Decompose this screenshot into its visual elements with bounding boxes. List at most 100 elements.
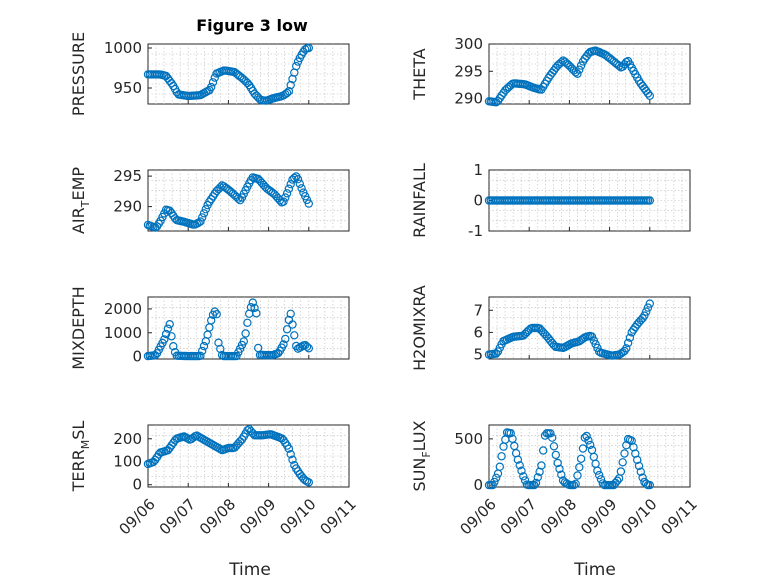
data-point <box>557 58 566 67</box>
data-point <box>640 311 649 320</box>
x-axis-label-right: Time <box>573 560 616 580</box>
data-point <box>246 303 256 312</box>
data-point <box>569 480 579 490</box>
y-tick-label: 2000 <box>104 300 142 318</box>
data-point <box>625 333 635 342</box>
data-point <box>290 331 299 340</box>
data-point <box>573 69 582 79</box>
data-point <box>576 454 586 463</box>
y-tick-label: 7 <box>473 301 483 319</box>
data-point <box>206 82 216 92</box>
data-point <box>636 467 646 476</box>
y-tick-label: 5 <box>473 346 483 364</box>
axes-box <box>147 43 350 105</box>
data-point <box>613 476 622 485</box>
data-point <box>297 184 306 193</box>
data-point <box>643 303 653 312</box>
data-point <box>304 199 313 208</box>
data-point <box>199 209 209 218</box>
data-point <box>531 478 541 488</box>
y-tick-label: 0 <box>473 192 483 210</box>
data-point <box>163 324 173 333</box>
data-point <box>286 80 295 90</box>
data-point <box>490 477 499 487</box>
data-point <box>243 318 252 327</box>
y-tick-label: 0 <box>473 476 483 494</box>
x-tick-label: 09/06 <box>457 495 500 538</box>
data-point <box>286 450 295 459</box>
data-point <box>497 452 506 461</box>
data-point <box>645 480 655 490</box>
data-point <box>282 88 292 98</box>
data-point <box>530 480 539 490</box>
y-tick-label: 290 <box>113 198 142 216</box>
y-axis-label: AIRTEMP <box>69 167 92 234</box>
data-point <box>643 89 653 98</box>
data-point <box>587 332 597 341</box>
data-point <box>642 479 651 488</box>
panel-h2omixra: 5 6 7 H2OMIXRA <box>410 285 691 371</box>
data-point <box>555 464 564 474</box>
data-point <box>199 341 209 351</box>
data-point <box>492 473 501 482</box>
data-point <box>620 449 629 458</box>
data-point <box>196 351 205 360</box>
data-point <box>495 462 504 471</box>
data-point <box>573 471 582 480</box>
data-point <box>537 461 546 470</box>
data-point <box>517 466 526 475</box>
y-tick-label: -1 <box>468 222 483 240</box>
data-point <box>161 329 171 339</box>
y-tick-label: 0 <box>132 348 142 366</box>
y-tick-label: 295 <box>113 167 142 185</box>
data-point <box>288 320 297 329</box>
y-axis-label: THETA <box>410 48 429 100</box>
panel-theta: 290 295 300 THETA <box>410 35 691 108</box>
y-tick-label: 950 <box>113 79 142 97</box>
data-point <box>284 86 294 96</box>
y-axis-label: PRESSURE <box>69 32 88 116</box>
y-tick-label: 1000 <box>104 39 142 57</box>
data-point <box>169 342 178 351</box>
data-point <box>279 197 288 206</box>
panel-mixdepth: 0 1000 2000 MIXDEPTH <box>69 286 350 370</box>
panel-rainfall: -1 0 1 RAINFALL <box>410 161 691 240</box>
data-point <box>645 91 655 101</box>
x-tick-label: 09/11 <box>658 495 701 538</box>
y-tick-label: 200 <box>113 430 142 448</box>
data-point <box>165 320 174 329</box>
x-tick-label: 09/08 <box>196 495 239 538</box>
y-axis-label: H2OMIXRA <box>410 285 429 371</box>
data-point <box>167 332 176 341</box>
data-point <box>248 298 257 307</box>
data-point <box>252 309 261 318</box>
data-point <box>578 444 588 453</box>
axes-box <box>488 169 691 232</box>
data-point <box>206 316 216 325</box>
data-point <box>302 342 312 351</box>
data-point <box>584 436 593 445</box>
data-point <box>284 444 294 453</box>
data-point <box>575 65 584 74</box>
data-point <box>645 196 655 205</box>
data-point <box>183 434 192 443</box>
x-tick-label: 09/11 <box>317 495 360 538</box>
data-point <box>586 440 595 450</box>
y-axis-label: TERRMSL <box>69 421 92 493</box>
data-point <box>642 307 651 316</box>
x-axis-label-left: Time <box>228 560 271 580</box>
data-point <box>250 303 259 313</box>
y-tick-label: 100 <box>113 453 142 471</box>
data-point <box>239 337 248 346</box>
data-point <box>286 309 295 318</box>
data-point <box>519 472 528 481</box>
data-point <box>595 470 604 480</box>
data-point <box>533 473 543 482</box>
data-point <box>196 217 205 226</box>
data-point <box>622 344 631 353</box>
data-point <box>638 473 647 482</box>
chart-title: Figure 3 low <box>196 16 308 35</box>
data-point <box>596 475 606 484</box>
x-tick-label: 09/10 <box>617 495 660 538</box>
